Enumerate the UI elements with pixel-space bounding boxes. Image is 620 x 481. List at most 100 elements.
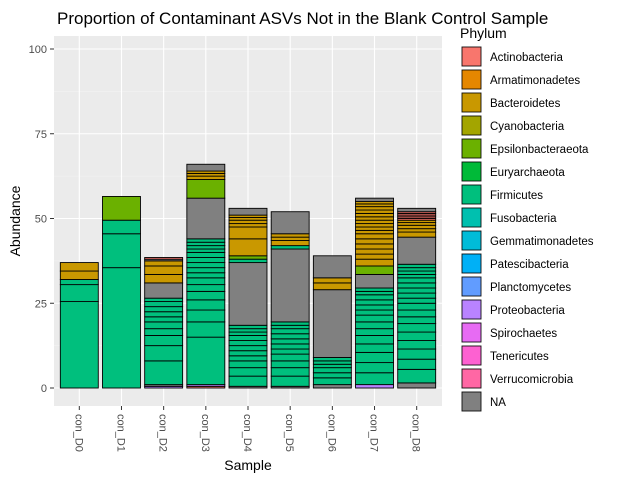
bar-segment-firmicutes [270, 360, 310, 369]
bar-segment-bacteroidetes [270, 240, 310, 247]
bar-segment-firmicutes [397, 348, 437, 360]
bar-segment-bacteroidetes [228, 223, 268, 228]
x-axis-title: Sample [224, 457, 272, 473]
bar-con_D8 [397, 207, 437, 389]
bar-segment-bacteroidetes [59, 262, 99, 272]
bar-segment-na [144, 282, 184, 299]
bar-segment-firmicutes [186, 251, 226, 258]
bar-segment-bacteroidetes [355, 212, 394, 218]
legend-item: Planctomycetes [461, 276, 571, 297]
bar-segment-firmicutes [312, 367, 352, 374]
bar-segment-firmicutes [397, 316, 437, 325]
bar-segment-bacteroidetes [355, 223, 394, 228]
bar-segment-firmicutes [355, 299, 394, 306]
bar-segment-firmicutes [144, 306, 184, 313]
bar-segment-epsilonbacteraeota [228, 255, 268, 260]
bar-segment-bacteroidetes [355, 216, 394, 221]
bar-segment-bacteroidetes [355, 258, 394, 267]
bar-segment-firmicutes [144, 335, 184, 347]
bar-segment-firmicutes [355, 335, 394, 345]
legend-label: Euryarchaeota [490, 167, 565, 179]
y-tick-label: 100 [29, 44, 47, 56]
bar-segment-firmicutes [228, 331, 268, 336]
bar-segment-bacteroidetes [397, 228, 437, 233]
bar-segment-na [270, 248, 310, 323]
bar-segment-firmicutes [186, 262, 226, 269]
y-axis-title: Abundance [7, 185, 23, 256]
bar-segment-firmicutes [186, 309, 226, 323]
bar-segment-proteobacteria [355, 384, 394, 389]
bar-segment-bacteroidetes [397, 224, 437, 230]
bar-segment-firmicutes [312, 360, 352, 365]
bar-segment-firmicutes [355, 321, 394, 330]
bar-segment-bacteroidetes [312, 282, 352, 291]
legend-item: Spirochaetes [461, 322, 557, 343]
bar-segment-firmicutes [355, 362, 394, 374]
bar-con_D4 [228, 207, 268, 389]
bar-segment-firmicutes [144, 328, 184, 336]
legend-swatch [461, 230, 482, 251]
bar-segment-firmicutes [355, 372, 394, 386]
legend-swatch [461, 276, 482, 297]
x-tick-label: con_D5 [283, 414, 295, 452]
x-tick-label: con_D8 [410, 414, 422, 452]
legend-item: Firmicutes [461, 184, 543, 205]
bar-segment-firmicutes [397, 263, 437, 269]
bar-segment-firmicutes [144, 301, 184, 308]
bar-segment-bacteroidetes [59, 270, 99, 280]
legend-item: NA [461, 391, 506, 412]
legend-swatch [461, 207, 482, 228]
bar-segment-firmicutes [270, 321, 310, 326]
bar-segment-bacteroidetes [270, 236, 310, 241]
legend-title: Phylum [460, 25, 507, 41]
legend-swatch [461, 69, 482, 90]
legend-label: Patescibacteria [490, 259, 569, 271]
legend-swatch [461, 299, 482, 320]
bar-segment-firmicutes [228, 375, 268, 387]
bar-segment-firmicutes [228, 258, 268, 264]
x-tick-label: con_D3 [199, 414, 211, 452]
bar-segment-firmicutes [59, 279, 99, 286]
legend-label: Bacteroidetes [490, 98, 561, 110]
legend-item: Fusobacteria [461, 207, 557, 228]
y-axis: 0 25 50 75 100 [29, 44, 54, 395]
bar-segment-bacteroidetes [228, 238, 268, 257]
bar-segment-na [228, 262, 268, 326]
bar-segment-firmicutes [397, 368, 437, 384]
x-tick-label: con_D0 [72, 414, 84, 452]
bar-segment-firmicutes [270, 324, 310, 330]
bar-segment-firmicutes [397, 297, 437, 304]
bar-segment-firmicutes [228, 328, 268, 333]
x-tick-label: con_D4 [241, 414, 253, 452]
bar-segment-firmicutes [397, 302, 437, 311]
legend-item: Bacteroidetes [461, 92, 561, 113]
bar-segment-bacteroidetes [144, 260, 184, 267]
bar-segment-firmicutes [186, 277, 226, 286]
bar-segment-firmicutes [270, 333, 310, 340]
bar-segment-firmicutes [186, 299, 226, 311]
x-tick-label: con_D2 [157, 414, 169, 452]
bar-segment-na [312, 289, 352, 358]
bar-segment-firmicutes [144, 345, 184, 362]
bar-con_D2 [144, 257, 184, 389]
bar-segment-firmicutes [355, 309, 394, 316]
legend-swatch [461, 115, 482, 136]
bar-segment-epsilonbacteraeota [102, 196, 141, 221]
bar-segment-firmicutes [397, 277, 437, 284]
bar-segment-firmicutes [186, 336, 226, 386]
bar-segment-firmicutes [144, 316, 184, 323]
bar-segment-firmicutes [186, 267, 226, 274]
bar-segment-firmicutes [397, 340, 437, 350]
bar-segment-firmicutes [228, 355, 268, 362]
legend-item: Tenericutes [461, 345, 549, 366]
x-tick-label: con_D7 [368, 414, 380, 452]
legend-swatch [461, 391, 482, 412]
legend-item: Euryarchaeota [461, 161, 565, 182]
bar-segment-firmicutes [228, 335, 268, 341]
bar-segment-bacteroidetes [144, 265, 184, 275]
legend-label: Planctomycetes [490, 282, 571, 294]
bar-segment-na [355, 197, 394, 203]
bar-segment-firmicutes [270, 343, 310, 350]
bar-segment-firmicutes [186, 257, 226, 264]
legend-swatch [461, 253, 482, 274]
